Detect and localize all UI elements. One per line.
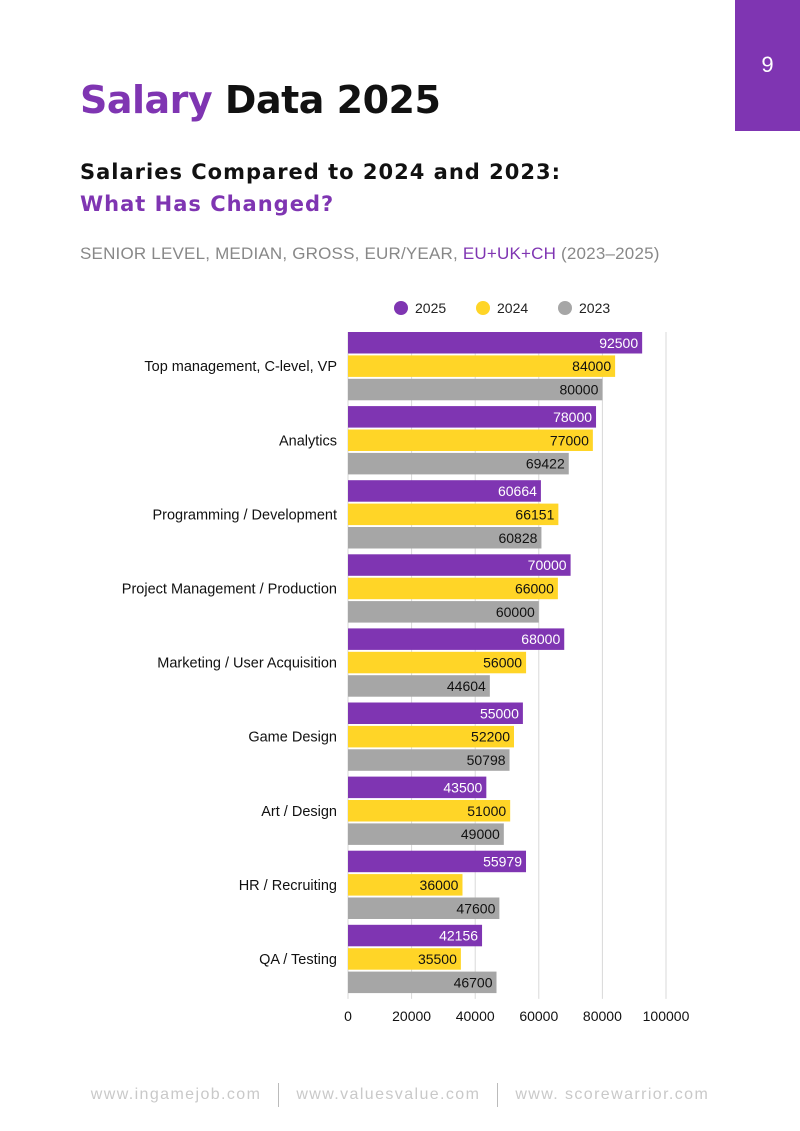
footer-link-scorewarrior[interactable]: www. scorewarrior.com: [515, 1086, 710, 1103]
legend-marker: [476, 301, 490, 315]
data-label: 78000: [553, 409, 592, 425]
footer-link-ingamejob[interactable]: www.ingamejob.com: [90, 1086, 262, 1103]
x-tick-label: 40000: [456, 1008, 495, 1024]
bar: [348, 554, 571, 576]
footer-link-valuesvalue[interactable]: www.valuesvalue.com: [296, 1086, 481, 1103]
legend-label: 2023: [579, 300, 610, 316]
data-label: 46700: [454, 974, 493, 990]
page-title: Salary Data 2025: [80, 78, 441, 122]
category-label: Top management, C-level, VP: [144, 359, 337, 375]
title-accent: Salary: [80, 78, 213, 122]
data-label: 44604: [447, 678, 486, 694]
data-label: 56000: [483, 655, 522, 671]
data-label: 35500: [418, 951, 457, 967]
bar: [348, 480, 541, 502]
category-label: Analytics: [279, 433, 337, 449]
data-label: 66151: [515, 506, 554, 522]
data-label: 84000: [572, 358, 611, 374]
meta-prefix: SENIOR LEVEL, MEDIAN, GROSS, EUR/YEAR,: [80, 244, 463, 263]
data-label: 77000: [550, 432, 589, 448]
legend-marker: [394, 301, 408, 315]
bar: [348, 503, 559, 526]
bar: [348, 577, 558, 600]
data-label: 50798: [467, 752, 506, 768]
data-label: 69422: [526, 456, 565, 472]
category-label: Marketing / User Acquisition: [157, 656, 337, 672]
category-label: Art / Design: [261, 804, 337, 820]
data-label: 66000: [515, 580, 554, 596]
meta-suffix: (2023–2025): [556, 244, 660, 263]
page-number-badge: 9: [735, 0, 800, 131]
data-label: 55979: [483, 853, 522, 869]
bar: [348, 429, 593, 451]
bar: [348, 897, 500, 919]
bar: [348, 601, 539, 623]
data-label: 43500: [443, 779, 482, 795]
legend-marker: [558, 301, 572, 315]
data-label: 60664: [498, 483, 537, 499]
subtitle-line1: Salaries Compared to 2024 and 2023:: [80, 160, 561, 184]
bar: [348, 378, 603, 401]
data-label: 80000: [559, 382, 598, 398]
bar: [348, 675, 490, 697]
footer-divider: [278, 1083, 280, 1107]
legend-label: 2024: [497, 300, 528, 316]
bar: [348, 702, 523, 724]
bar: [348, 749, 510, 771]
footer-divider: [497, 1083, 499, 1107]
bar: [348, 948, 461, 970]
title-rest: Data 2025: [212, 78, 441, 122]
data-label: 68000: [521, 631, 560, 647]
category-label: QA / Testing: [259, 952, 337, 968]
meta-region: EU+UK+CH: [462, 244, 557, 263]
bar: [348, 406, 597, 428]
data-label: 51000: [467, 803, 506, 819]
bar: [348, 776, 487, 799]
chart-subtitle: Salaries Compared to 2024 and 2023: What…: [80, 156, 561, 220]
bar: [348, 332, 643, 354]
x-tick-label: 80000: [583, 1008, 622, 1024]
data-label: 52200: [471, 729, 510, 745]
subtitle-line2: What Has Changed?: [80, 192, 335, 216]
data-label: 47600: [456, 900, 495, 916]
bar: [348, 651, 527, 674]
data-label: 92500: [599, 335, 638, 351]
bar: [348, 628, 565, 650]
data-label: 60828: [498, 530, 537, 546]
page-number: 9: [761, 52, 774, 77]
bar: [348, 800, 511, 822]
legend-label: 2025: [415, 300, 446, 316]
data-label: 60000: [496, 604, 535, 620]
salary-bar-chart: 2025 2024 2023 Top management, C-level, VP 9…: [122, 300, 690, 1024]
bar: [348, 874, 463, 896]
data-label: 55000: [480, 705, 519, 721]
footer: www.ingamejob.com www.valuesvalue.com ww…: [0, 1083, 800, 1107]
data-label: 42156: [439, 928, 478, 944]
bar: [348, 725, 514, 748]
data-label: 70000: [528, 557, 567, 573]
x-tick-label: 100000: [643, 1008, 690, 1024]
category-label: Programming / Development: [152, 507, 337, 523]
category-label: HR / Recruiting: [239, 878, 337, 894]
bar: [348, 823, 504, 845]
bar: [348, 971, 497, 994]
bar: [348, 452, 569, 475]
bar: [348, 924, 483, 947]
bar: [348, 527, 542, 549]
category-label: Project Management / Production: [122, 581, 337, 597]
x-tick-label: 60000: [519, 1008, 558, 1024]
bar: [348, 355, 616, 377]
category-label: Game Design: [248, 730, 337, 746]
x-tick-label: 20000: [392, 1008, 431, 1024]
bar: [348, 850, 527, 873]
data-label: 49000: [461, 826, 500, 842]
x-tick-label: 0: [344, 1008, 352, 1024]
data-label: 36000: [420, 877, 459, 893]
chart-description: SENIOR LEVEL, MEDIAN, GROSS, EUR/YEAR, E…: [80, 244, 660, 264]
